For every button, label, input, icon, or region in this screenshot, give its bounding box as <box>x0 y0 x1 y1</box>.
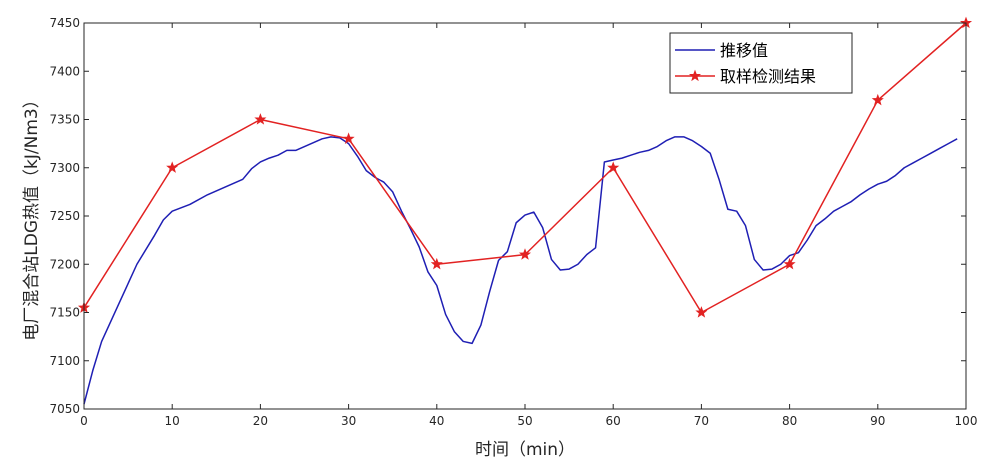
x-tick-label: 70 <box>694 414 709 428</box>
star-marker <box>430 257 443 270</box>
x-tick-label: 20 <box>253 414 268 428</box>
y-tick-label: 7150 <box>49 306 80 320</box>
y-tick-label: 7350 <box>49 113 80 127</box>
legend-star-marker <box>688 69 702 82</box>
star-marker <box>871 93 884 106</box>
x-tick-label: 40 <box>429 414 444 428</box>
y-tick-label: 7250 <box>49 209 80 223</box>
legend-label-2: 取样检测结果 <box>720 67 816 86</box>
x-axis-title: 时间（min） <box>475 440 575 460</box>
series-line-1 <box>83 136 958 405</box>
star-marker <box>518 248 532 260</box>
legend-label-1: 推移值 <box>720 41 768 60</box>
x-tick-label: 10 <box>165 414 180 428</box>
star-marker <box>166 161 179 173</box>
star-marker <box>607 161 620 173</box>
x-tick-label: 30 <box>341 414 356 428</box>
y-axis: 7050 7100 7150 7200 7250 7300 7350 7400 7450 <box>49 16 966 416</box>
star-marker <box>342 132 355 144</box>
y-tick-label: 7400 <box>49 64 80 78</box>
y-tick-label: 7200 <box>49 257 80 271</box>
x-tick-label: 0 <box>80 414 88 428</box>
y-axis-title: 电厂混合站LDG热值（kJ/Nm3） <box>22 91 42 340</box>
x-tick-label: 80 <box>782 414 797 428</box>
x-axis: 0 10 20 30 40 50 60 70 80 90 100 <box>80 23 977 428</box>
star-marker <box>783 257 796 270</box>
y-tick-label: 7050 <box>49 402 80 416</box>
y-tick-label: 7300 <box>49 161 80 175</box>
x-tick-label: 100 <box>955 414 978 428</box>
star-marker <box>254 113 267 125</box>
y-tick-label: 7100 <box>49 354 80 368</box>
star-marker <box>695 306 708 318</box>
x-tick-label: 50 <box>517 414 532 428</box>
x-tick-label: 90 <box>870 414 885 428</box>
y-tick-label: 7450 <box>49 16 80 30</box>
x-tick-label: 60 <box>606 414 621 428</box>
legend-box <box>669 32 853 94</box>
